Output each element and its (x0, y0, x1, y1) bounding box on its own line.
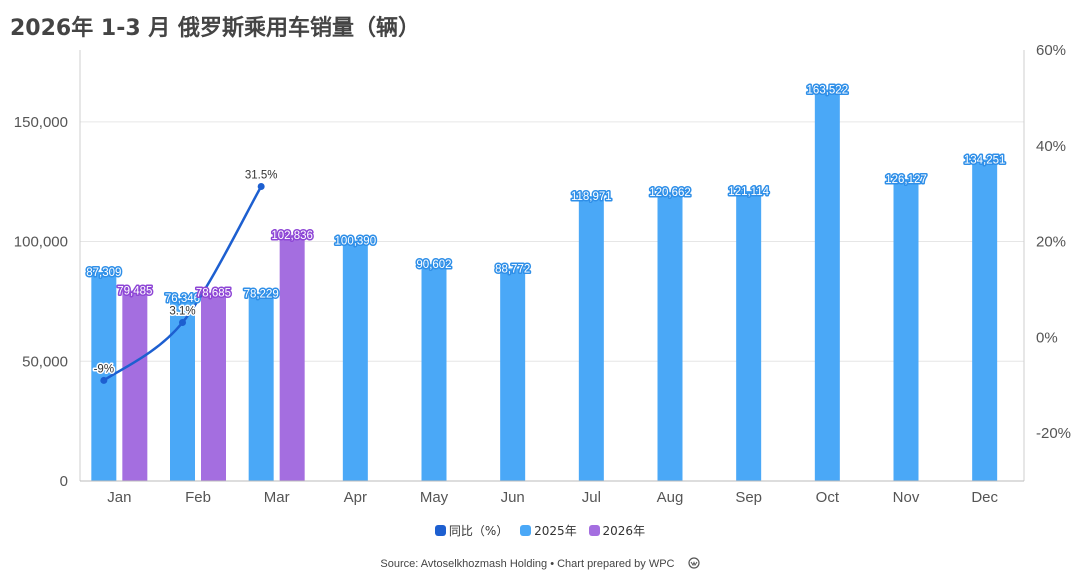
data-label-2025: 87,309 (86, 267, 121, 279)
data-label-2025: 88,772 (495, 263, 530, 275)
bar-2025 (342, 240, 368, 481)
y-left-tick-label: 0 (60, 473, 68, 490)
data-label-2025: 121,114 (728, 186, 769, 198)
x-tick-label: Jul (582, 489, 601, 506)
chart-legend: 同比（%） 2025年 2026年 (0, 522, 1080, 539)
data-label-2025: 126,127 (885, 174, 927, 186)
data-label-2026: 78,685 (196, 288, 231, 300)
yoy-point (100, 376, 108, 384)
bar-2025 (500, 268, 526, 481)
legend-label-yoy: 同比（%） (448, 524, 509, 538)
bar-2025 (814, 89, 840, 481)
chart-title: 2026年 1-3 月 俄罗斯乘用车销量（辆） (10, 16, 420, 41)
x-tick-label: Dec (971, 489, 998, 506)
x-tick-label: Jun (501, 489, 525, 506)
legend-label-2025: 2025年 (534, 524, 577, 538)
y-left-tick-label: 50,000 (22, 353, 68, 370)
y-left-tick-label: 150,000 (14, 114, 68, 131)
x-tick-label: May (420, 489, 449, 506)
data-label-2025: 100,390 (335, 236, 377, 248)
legend-item-yoy[interactable]: 同比（%） (434, 522, 509, 539)
x-tick-label: Mar (264, 489, 290, 506)
yoy-data-label: 31.5% (245, 169, 278, 181)
legend-swatch-yoy (434, 525, 446, 536)
x-tick-label: Jan (107, 489, 131, 506)
x-tick-label: Oct (816, 489, 840, 506)
x-tick-label: Nov (893, 489, 920, 506)
bar-2025 (893, 178, 919, 481)
data-label-2025: 134,251 (964, 155, 1006, 167)
source-text: Source: Avtoselkhozmash Holding • Chart … (380, 558, 675, 570)
wpc-logo-icon (687, 557, 700, 569)
data-label-2025: 120,662 (649, 187, 691, 199)
yoy-data-label: -9% (94, 363, 114, 375)
bar-2025 (91, 271, 117, 481)
yoy-point (179, 318, 186, 326)
legend-item-2026[interactable]: 2026年 (588, 522, 646, 539)
x-tick-label: Feb (185, 489, 211, 506)
legend-item-2025[interactable]: 2025年 (520, 522, 577, 539)
x-tick-label: Apr (344, 489, 367, 506)
legend-swatch-2025 (520, 525, 532, 536)
bar-2025 (421, 264, 447, 481)
bar-2026 (279, 234, 305, 481)
bar-2025 (170, 298, 195, 481)
data-label-2025: 76,346 (165, 293, 200, 305)
x-tick-label: Sep (735, 489, 762, 506)
y-right-tick-label: 0% (1036, 329, 1058, 346)
y-right-tick-label: 40% (1036, 138, 1066, 155)
data-label-2026: 79,485 (117, 286, 152, 298)
data-label-2025: 163,522 (807, 84, 849, 96)
bar-2025 (972, 159, 998, 481)
legend-swatch-2026 (588, 525, 600, 536)
y-right-tick-label: -20% (1036, 425, 1071, 442)
data-label-2025: 78,229 (244, 289, 279, 301)
bar-2026 (201, 292, 226, 481)
chart-plot: 0 50,000 100,000 150,000 -20% 0% 20% 40% 60% Jan F… (14, 42, 1071, 506)
y-left-tick-label: 100,000 (14, 234, 68, 251)
legend-label-2026: 2026年 (602, 524, 646, 538)
data-label-2025: 90,602 (416, 259, 451, 271)
y-right-tick-label: 20% (1036, 234, 1066, 251)
chart-source: Source: Avtoselkhozmash Holding • Chart … (0, 557, 1080, 570)
data-label-2026: 102,836 (271, 230, 313, 242)
bar-2025 (248, 293, 274, 481)
bar-2025 (657, 192, 683, 481)
bar-2025 (578, 196, 604, 481)
yoy-data-label: 3.1% (169, 305, 195, 317)
y-right-tick-label: 60% (1036, 42, 1066, 59)
yoy-point (257, 182, 265, 190)
bar-2026 (122, 290, 148, 481)
bar-2025 (736, 190, 762, 481)
x-tick-label: Aug (657, 489, 684, 506)
data-label-2025: 118,971 (571, 191, 612, 203)
